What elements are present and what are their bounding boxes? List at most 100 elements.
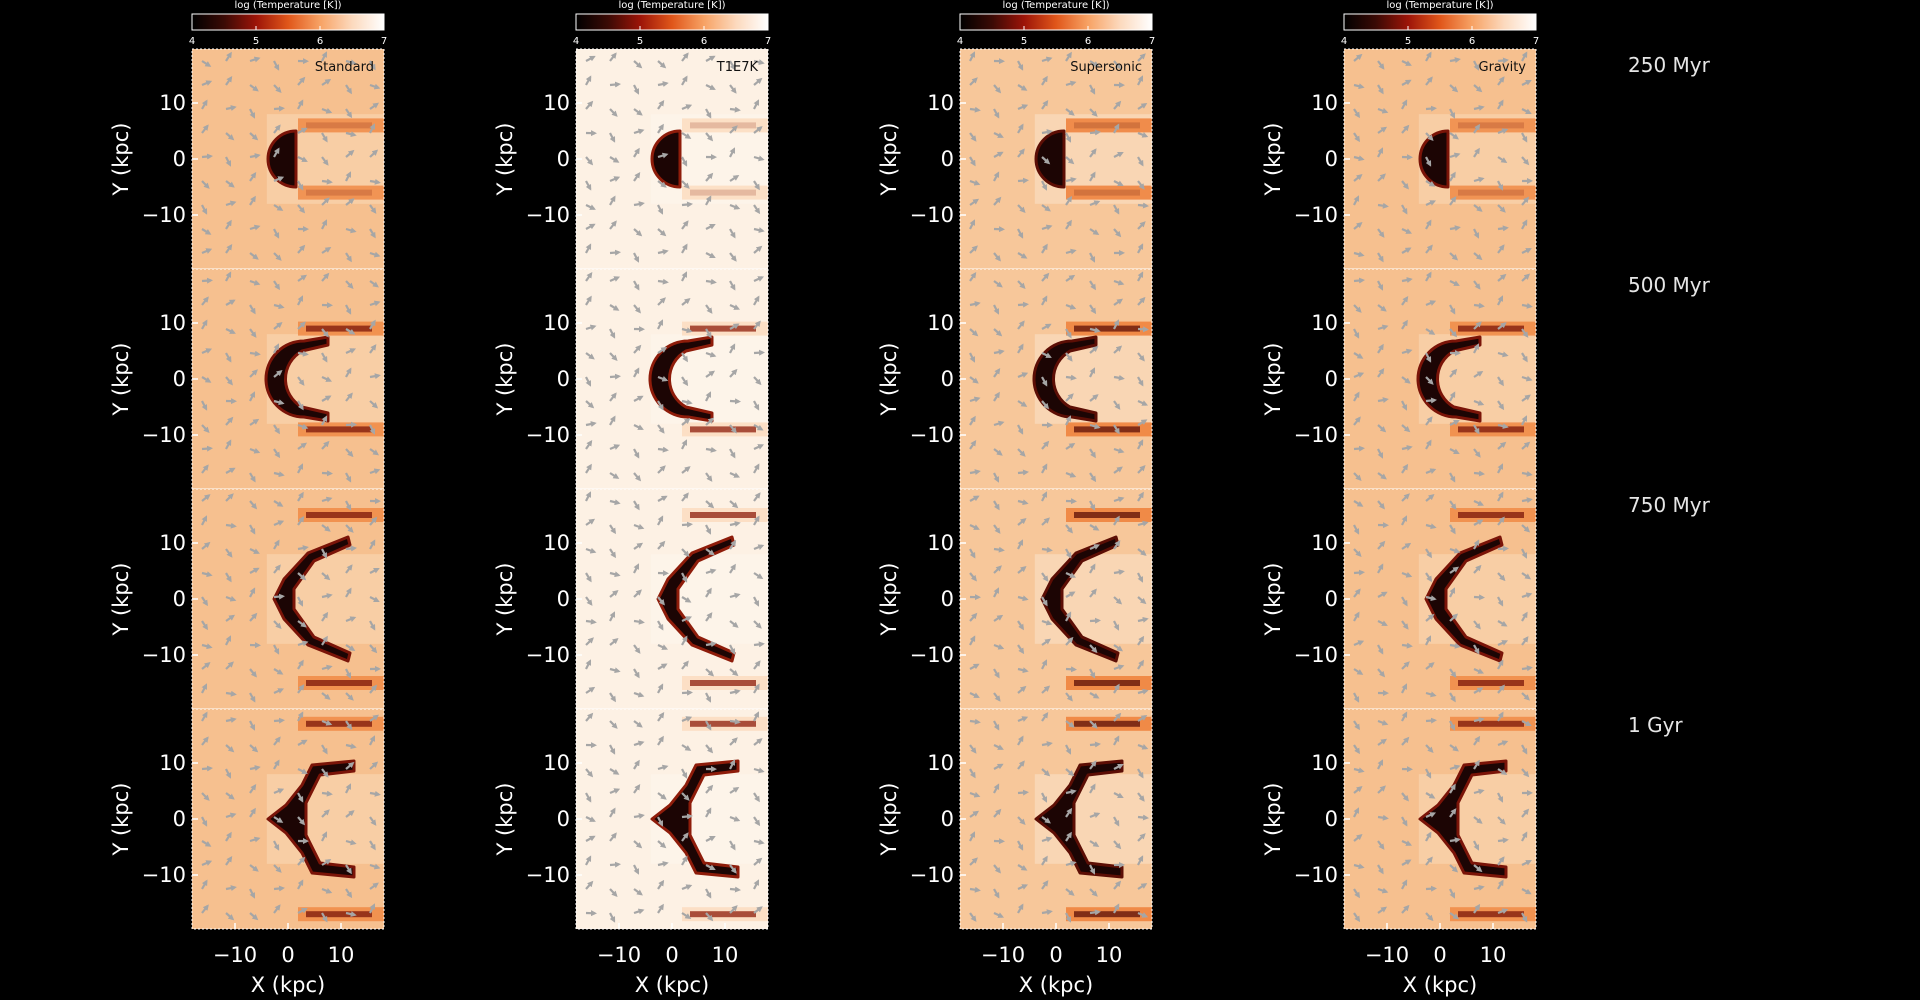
velocity-arrow xyxy=(249,132,259,141)
velocity-arrow xyxy=(1041,400,1050,410)
velocity-arrow xyxy=(1449,472,1456,483)
velocity-arrow xyxy=(1089,812,1101,819)
velocity-arrow xyxy=(1521,524,1531,533)
velocity-arrow xyxy=(1089,148,1097,158)
velocity-arrow xyxy=(705,84,716,90)
velocity-arrow xyxy=(201,879,208,890)
velocity-arrow xyxy=(1137,221,1146,230)
velocity-field xyxy=(585,711,765,923)
velocity-arrow xyxy=(345,131,357,138)
y-tick-label: −10 xyxy=(142,863,186,887)
y-tick-label: −10 xyxy=(526,423,570,447)
velocity-arrow xyxy=(321,744,328,755)
y-tick-label: 0 xyxy=(941,147,954,171)
velocity-arrow xyxy=(993,84,1002,94)
panel-standard-1: Standard 10 0 −10 Y (kpc) xyxy=(109,48,385,270)
velocity-arrow xyxy=(1401,571,1413,578)
velocity-arrow xyxy=(1353,108,1360,119)
velocity-arrow xyxy=(633,280,640,291)
stripped-gas-tail xyxy=(1450,118,1536,133)
velocity-arrow xyxy=(1041,517,1050,526)
velocity-arrow xyxy=(1521,248,1532,254)
velocity-arrow xyxy=(969,718,981,725)
y-tick-label: 0 xyxy=(557,147,570,171)
velocity-arrow xyxy=(753,400,760,411)
velocity-arrow xyxy=(969,51,976,62)
cold-filament xyxy=(306,680,372,686)
velocity-arrow xyxy=(345,564,353,574)
velocity-arrow xyxy=(681,271,688,282)
dense-cold-gas xyxy=(650,129,682,189)
velocity-arrow xyxy=(609,304,620,311)
velocity-arrow xyxy=(249,224,261,231)
velocity-arrow xyxy=(1137,202,1149,209)
cold-filament xyxy=(1458,325,1524,332)
velocity-arrow xyxy=(225,376,233,386)
velocity-arrow xyxy=(705,500,715,509)
velocity-arrow xyxy=(657,683,664,694)
velocity-arrow xyxy=(729,343,736,354)
velocity-arrow xyxy=(1017,595,1029,602)
velocity-arrow xyxy=(1353,83,1365,90)
velocity-arrow xyxy=(753,792,760,803)
y-tick-label: 10 xyxy=(927,311,954,335)
velocity-arrow xyxy=(1113,664,1125,671)
velocity-arrow xyxy=(681,180,690,189)
velocity-arrow xyxy=(1017,204,1026,213)
velocity-arrow xyxy=(729,864,737,874)
velocity-arrow xyxy=(705,668,715,677)
velocity-arrow xyxy=(201,424,210,433)
velocity-arrow xyxy=(321,415,328,426)
y-axis-label: Y (kpc) xyxy=(877,563,901,637)
velocity-arrow xyxy=(969,572,977,582)
velocity-arrow xyxy=(969,132,977,142)
velocity-arrow xyxy=(321,719,333,726)
velocity-arrow xyxy=(585,518,596,526)
velocity-arrow xyxy=(249,153,261,160)
velocity-arrow xyxy=(201,541,211,550)
y-tick-label: −10 xyxy=(910,423,954,447)
velocity-arrow xyxy=(1041,56,1053,63)
velocity-arrow xyxy=(1425,885,1437,892)
velocity-arrow xyxy=(1041,855,1048,866)
velocity-arrow xyxy=(249,472,256,483)
velocity-arrow xyxy=(1017,252,1028,259)
velocity-arrow xyxy=(369,596,380,603)
velocity-arrow xyxy=(993,864,1001,874)
velocity-arrow xyxy=(1089,84,1096,95)
velocity-arrow xyxy=(585,816,596,822)
velocity-arrow xyxy=(1017,840,1024,851)
velocity-arrow xyxy=(657,346,668,354)
velocity-arrow xyxy=(225,493,234,502)
velocity-arrow xyxy=(705,278,717,285)
velocity-arrow xyxy=(969,376,979,384)
velocity-arrow xyxy=(609,744,616,755)
velocity-arrow xyxy=(969,77,978,86)
velocity-arrow xyxy=(249,836,261,843)
velocity-arrow xyxy=(1377,304,1387,312)
velocity-arrow xyxy=(1353,668,1364,675)
y-tick-label: 10 xyxy=(543,91,570,115)
x-axis-label: X (kpc) xyxy=(251,973,325,997)
velocity-arrow xyxy=(1473,470,1485,477)
x-tick-label: 0 xyxy=(281,943,294,967)
velocity-arrow xyxy=(609,392,617,402)
velocity-arrow xyxy=(297,545,309,552)
velocity-arrow xyxy=(1425,244,1433,254)
colorbar-tick-label: 4 xyxy=(189,36,195,47)
velocity-arrow xyxy=(1065,789,1077,795)
velocity-arrow xyxy=(1041,619,1053,626)
velocity-arrow xyxy=(1473,620,1481,630)
velocity-arrow xyxy=(1497,423,1509,429)
cold-filament xyxy=(1458,720,1524,727)
velocity-arrow xyxy=(1017,816,1026,825)
velocity-arrow xyxy=(657,644,669,650)
velocity-arrow xyxy=(729,398,741,405)
velocity-arrow xyxy=(201,571,213,578)
panel-t1e7k-3: 10 0 −10 Y (kpc) xyxy=(493,488,769,710)
velocity-arrow xyxy=(1521,132,1528,143)
velocity-arrow xyxy=(609,444,621,451)
velocity-arrow xyxy=(297,321,306,330)
velocity-arrow xyxy=(1113,569,1125,576)
velocity-arrow xyxy=(225,439,232,450)
